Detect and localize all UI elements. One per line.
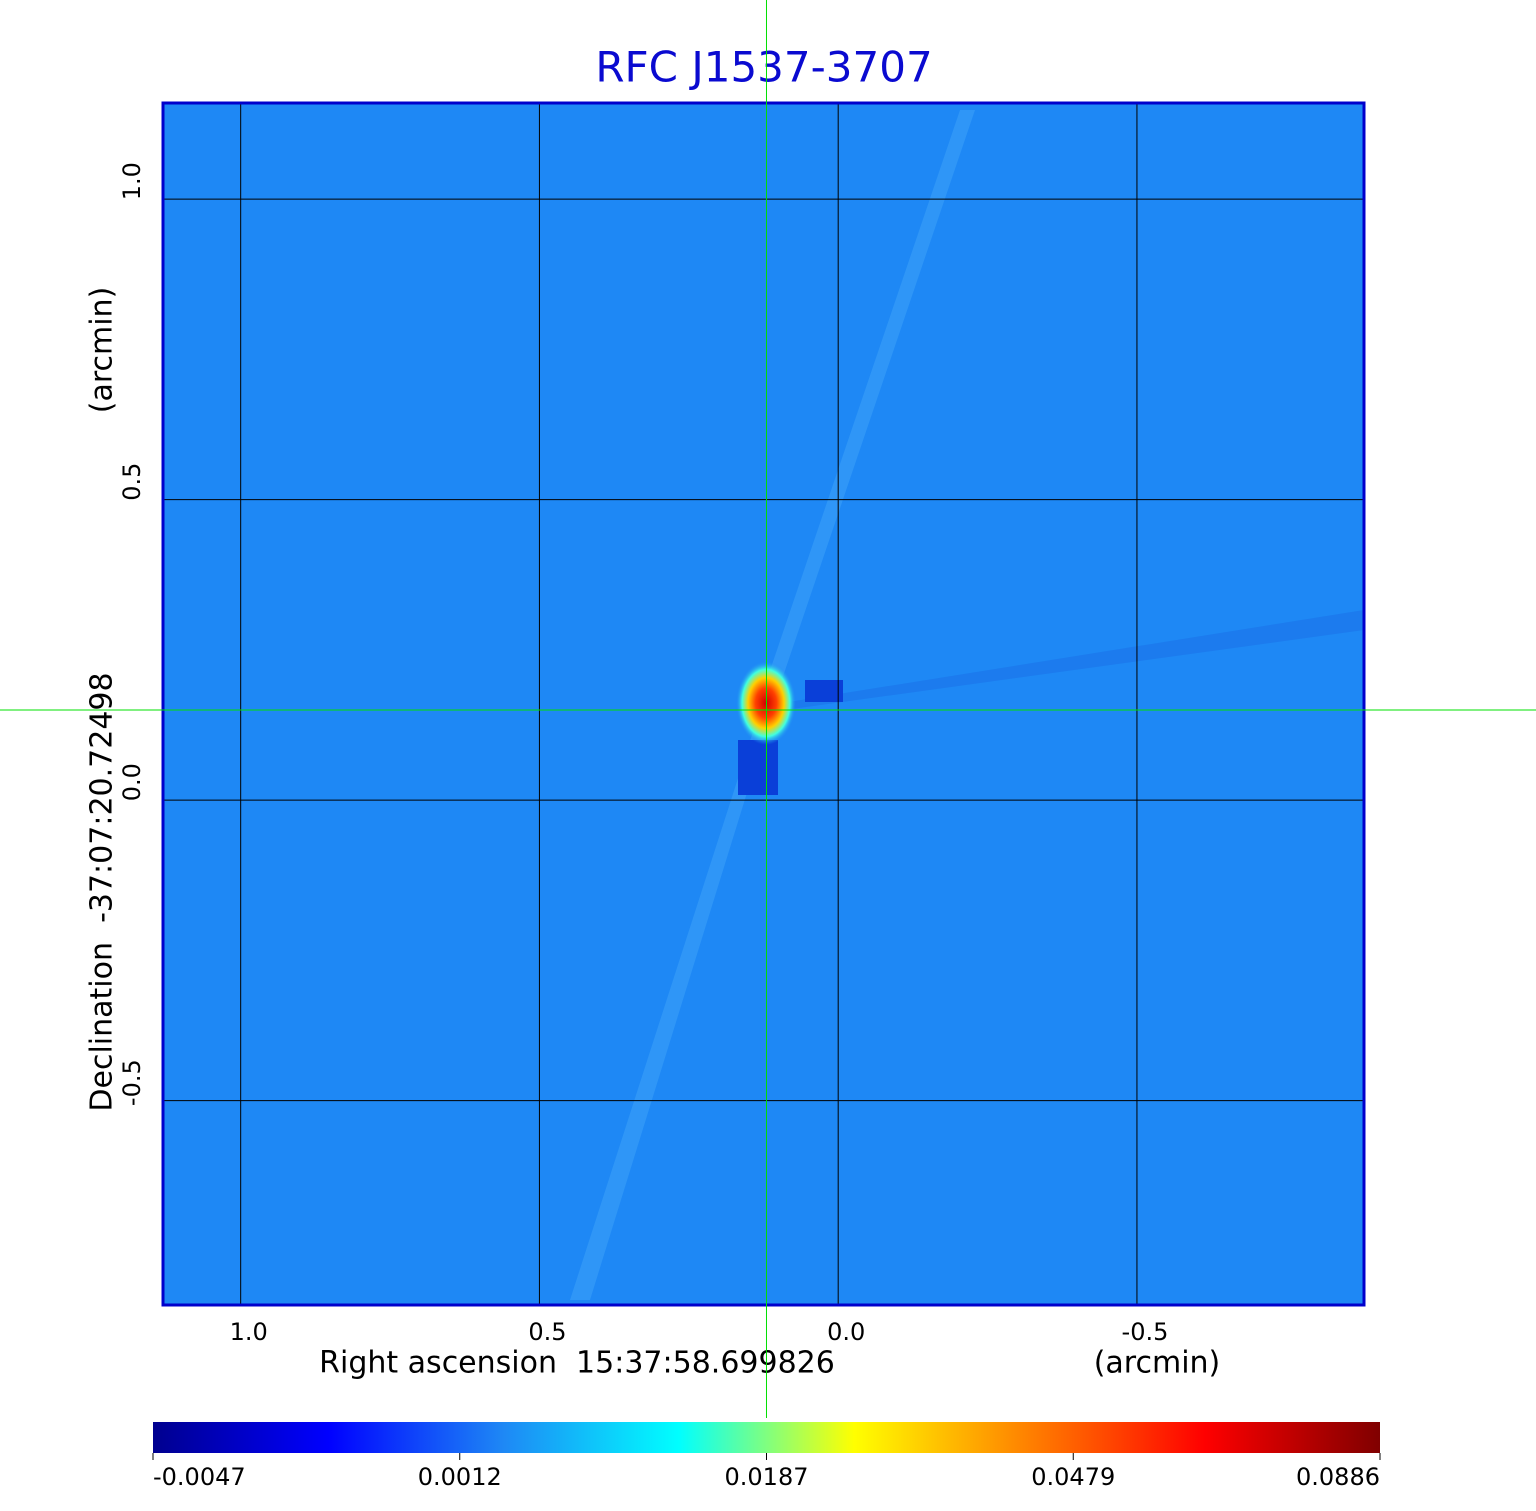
streak (760, 110, 975, 700)
colorbar-tick-label: -0.0047 (153, 1463, 246, 1491)
colorbar-tick-label: 0.0886 (1296, 1463, 1380, 1491)
colorbar-tick-label: 0.0012 (418, 1463, 502, 1491)
x-axis-label: Right ascension 15:37:58.699826 (319, 1346, 835, 1381)
y-tick-label: -0.5 (118, 1059, 146, 1106)
y-tick-label: 0.5 (118, 463, 146, 501)
x-tick-label: 0.0 (827, 1318, 865, 1346)
y-tick-label: 0.0 (118, 763, 146, 801)
negative-patch (738, 740, 778, 795)
frame (161, 101, 1366, 1307)
negative-patch (805, 680, 843, 702)
y-tick-label: 1.0 (118, 162, 146, 200)
y-axis-label: Declination -37:07:20.72498 (85, 672, 120, 1111)
grid (163, 103, 1364, 1305)
streak (570, 710, 772, 1300)
colorbar (153, 1422, 1380, 1453)
colorbar-tick-label: 0.0479 (1031, 1463, 1115, 1491)
chart-title: RFC J1537-3707 (595, 43, 932, 92)
image (163, 103, 1364, 1305)
x-tick-label: -0.5 (1122, 1318, 1169, 1346)
streak (770, 610, 1364, 712)
x-tick-label: 1.0 (230, 1318, 268, 1346)
x-tick-label: 0.5 (528, 1318, 566, 1346)
y-axis-unit: (arcmin) (85, 287, 120, 414)
x-axis-unit: (arcmin) (1094, 1346, 1221, 1381)
colorbar-tick-label: 0.0187 (725, 1463, 809, 1491)
